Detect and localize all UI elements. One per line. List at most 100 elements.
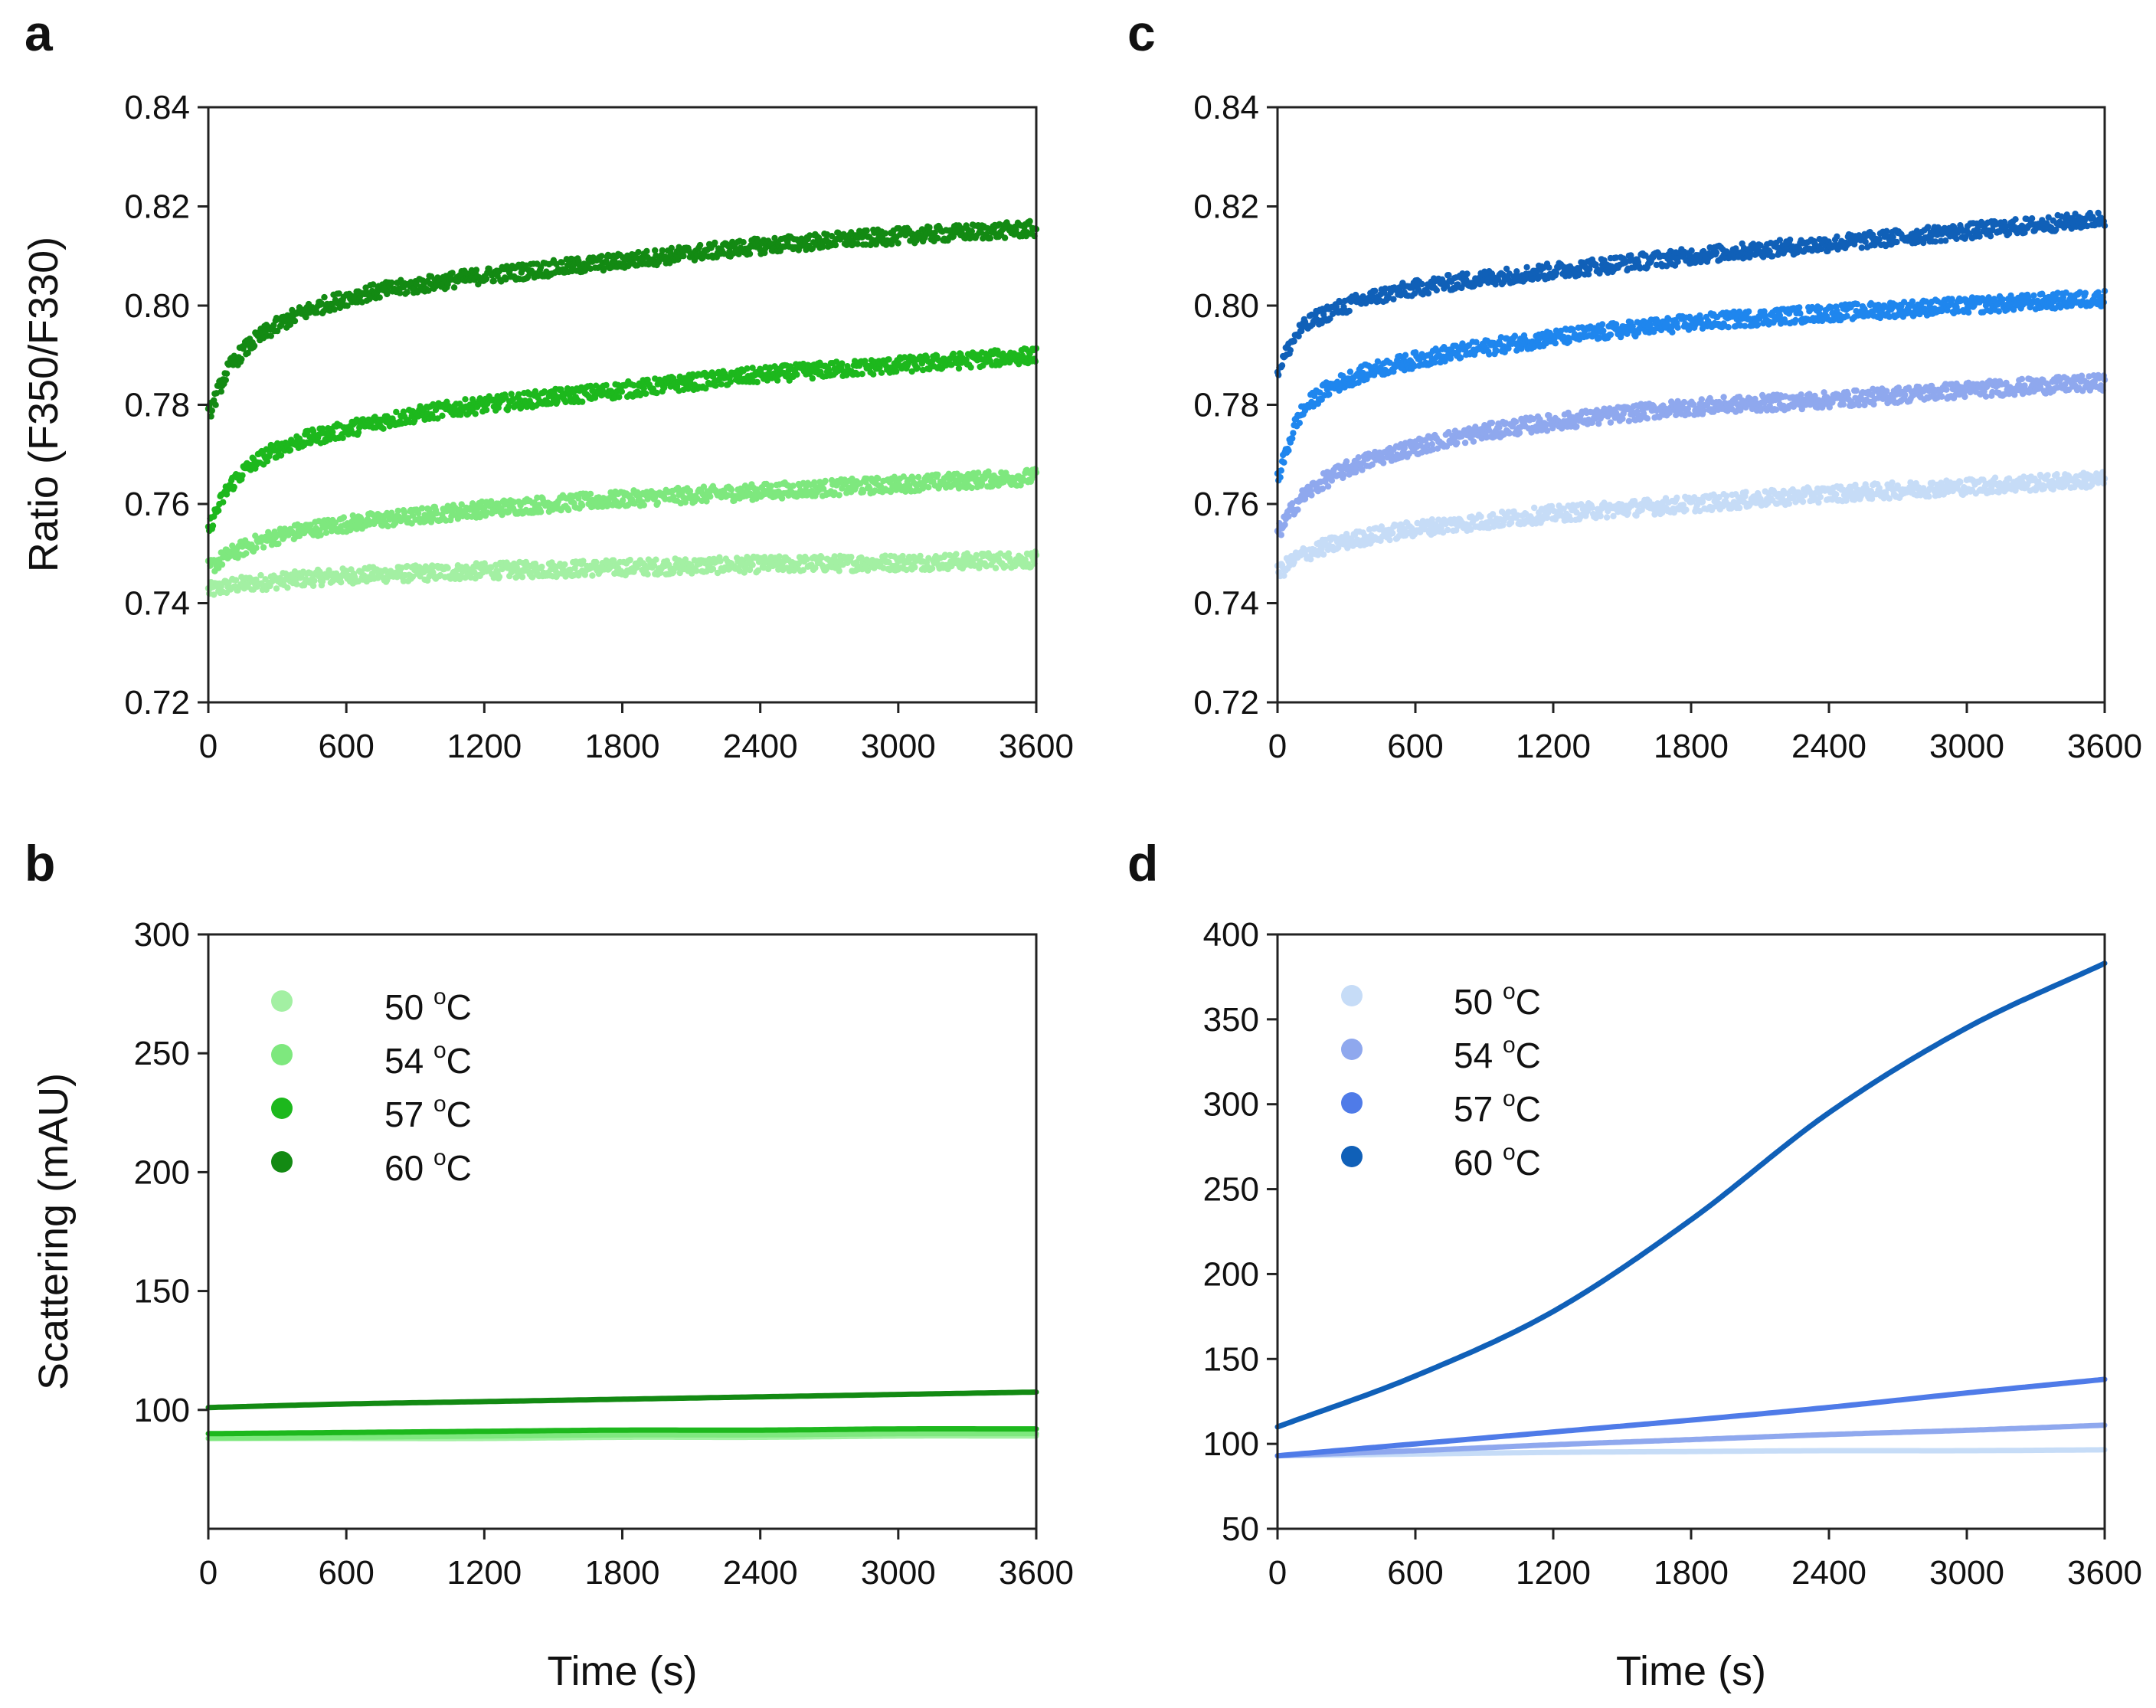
data-point [579, 502, 586, 509]
data-point [1380, 460, 1387, 466]
data-point [754, 378, 761, 386]
y-tick-label: 0.78 [124, 387, 190, 424]
data-point [776, 553, 783, 560]
legend-marker [271, 1151, 293, 1173]
data-point [211, 591, 218, 598]
legend-label: 50 oC [384, 984, 472, 1027]
data-point [1389, 529, 1396, 537]
data-point [836, 492, 842, 499]
data-point [222, 377, 229, 384]
data-point [1889, 479, 1896, 486]
data-point [380, 425, 387, 432]
data-point [882, 230, 889, 237]
data-point [1531, 504, 1538, 512]
data-point [223, 370, 231, 377]
data-point [439, 412, 446, 419]
data-point [800, 567, 807, 574]
data-point [418, 505, 426, 512]
data-point [914, 473, 922, 481]
data-point [743, 561, 750, 568]
data-point [1512, 418, 1520, 425]
data-point [396, 290, 404, 296]
x-tick-label: 0 [199, 728, 218, 765]
data-point [340, 514, 347, 521]
data-point [462, 396, 469, 403]
data-point [728, 486, 735, 493]
data-point [400, 578, 407, 584]
data-point [321, 293, 328, 301]
data-point [693, 568, 700, 574]
data-point [875, 475, 882, 482]
data-point [1488, 419, 1496, 427]
data-point [682, 556, 689, 563]
data-point [832, 241, 839, 249]
data-point [941, 551, 949, 558]
data-point [257, 571, 264, 579]
data-point [238, 355, 245, 363]
data-point [1957, 479, 1964, 486]
data-point [376, 294, 383, 301]
data-point [1603, 514, 1611, 521]
data-point [1742, 489, 1749, 496]
data-point [859, 371, 865, 378]
data-point [1324, 483, 1332, 490]
data-point [928, 564, 936, 572]
data-point [934, 471, 941, 478]
data-point [565, 506, 572, 514]
data-point [917, 552, 924, 560]
data-point [273, 585, 280, 592]
data-point [709, 565, 717, 572]
data-point [215, 507, 222, 514]
data-point [1386, 536, 1393, 544]
data-point [712, 239, 718, 247]
data-point [2044, 472, 2051, 479]
data-point [1607, 419, 1615, 426]
legend-label: 57 oC [384, 1091, 472, 1134]
x-tick-label: 600 [318, 728, 374, 765]
data-point [284, 584, 291, 591]
data-point [339, 434, 346, 441]
data-point [1573, 423, 1580, 430]
data-point [727, 378, 734, 385]
x-tick-label: 3000 [861, 1554, 936, 1592]
data-point [220, 499, 227, 506]
data-point [496, 573, 503, 581]
data-point [1026, 218, 1033, 224]
data-point [384, 522, 391, 530]
data-point [317, 532, 324, 538]
data-point [659, 247, 666, 254]
data-point [767, 483, 774, 489]
data-point [598, 253, 605, 260]
data-point [1340, 471, 1347, 479]
data-point [878, 369, 885, 376]
data-point [717, 558, 724, 564]
data-point [1343, 458, 1350, 465]
x-tick-label: 3600 [999, 728, 1074, 765]
data-point [1683, 506, 1690, 513]
x-tick-label: 600 [318, 1554, 374, 1592]
y-tick-label: 100 [134, 1392, 190, 1429]
data-point [243, 550, 250, 557]
data-point [275, 540, 282, 548]
x-tick-label: 3000 [861, 728, 936, 765]
y-tick-label: 0.82 [124, 188, 190, 226]
data-point [253, 545, 260, 551]
data-point [754, 567, 762, 574]
data-point [513, 564, 520, 571]
data-point [914, 365, 921, 371]
x-tick-label: 1800 [585, 1554, 660, 1592]
data-point [746, 250, 754, 257]
data-point [643, 390, 649, 398]
data-point [529, 574, 536, 581]
x-tick-label: 0 [199, 1554, 218, 1592]
data-point [1833, 491, 1840, 498]
data-point [1991, 474, 1999, 481]
data-point [650, 562, 658, 569]
data-point [818, 554, 826, 561]
data-point [433, 510, 440, 517]
data-point [955, 365, 963, 372]
data-point [793, 371, 800, 378]
data-point [309, 582, 317, 589]
data-point [332, 519, 339, 526]
data-point [1281, 521, 1288, 528]
